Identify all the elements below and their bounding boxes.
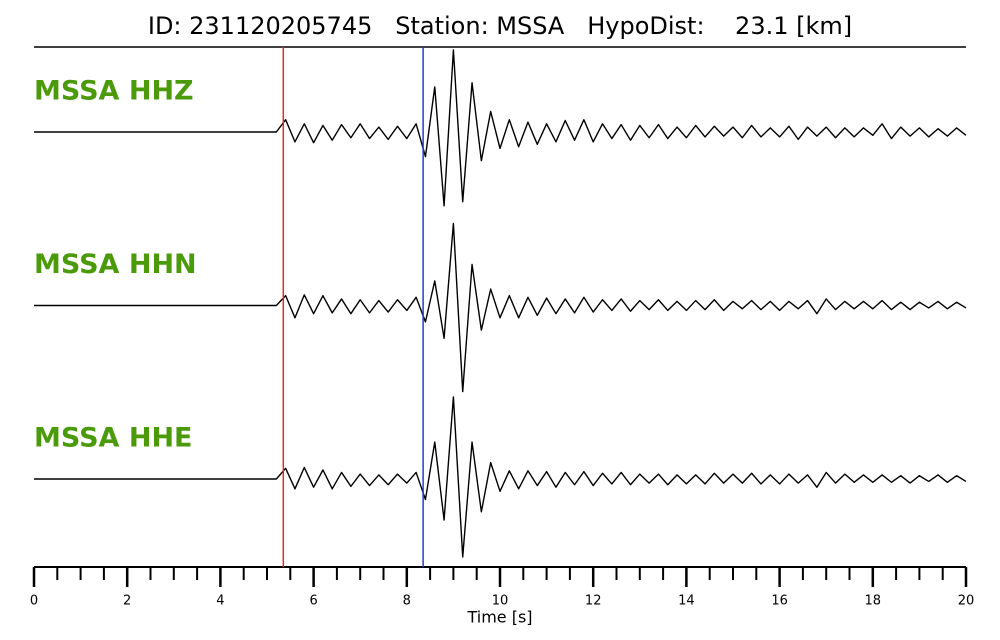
waveform bbox=[34, 396, 967, 558]
x-tick-label: 20 bbox=[958, 594, 975, 609]
x-tick-label: 8 bbox=[403, 594, 411, 609]
x-tick-label: 16 bbox=[771, 594, 788, 609]
chart-title: ID: 231120205745 Station: MSSA HypoDist:… bbox=[148, 12, 852, 40]
waveform bbox=[34, 222, 967, 393]
x-tick-label: 10 bbox=[492, 594, 509, 609]
x-tick-label: 2 bbox=[123, 594, 131, 609]
x-tick-label: 6 bbox=[309, 594, 317, 609]
trace-label: MSSA HHE bbox=[34, 423, 192, 454]
x-tick-label: 4 bbox=[216, 594, 224, 609]
x-tick-label: 12 bbox=[585, 594, 602, 609]
x-tick-label: 14 bbox=[678, 594, 695, 609]
trace-label: MSSA HHZ bbox=[34, 76, 194, 107]
trace-label: MSSA HHN bbox=[34, 249, 197, 280]
x-tick-label: 0 bbox=[30, 594, 38, 609]
waveform bbox=[34, 49, 967, 207]
x-tick-label: 18 bbox=[865, 594, 882, 609]
x-axis-label: Time [s] bbox=[466, 608, 532, 627]
